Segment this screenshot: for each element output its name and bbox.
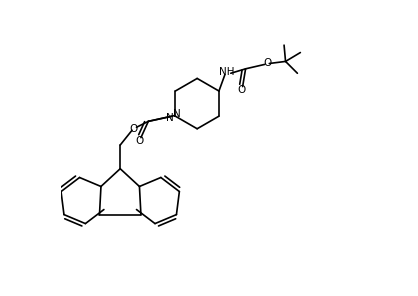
Text: O: O: [135, 136, 143, 146]
Text: N: N: [173, 109, 180, 119]
Text: O: O: [263, 58, 271, 68]
Text: O: O: [130, 124, 138, 134]
Text: NH: NH: [219, 67, 234, 77]
Text: N: N: [166, 113, 174, 123]
Text: O: O: [237, 85, 245, 94]
